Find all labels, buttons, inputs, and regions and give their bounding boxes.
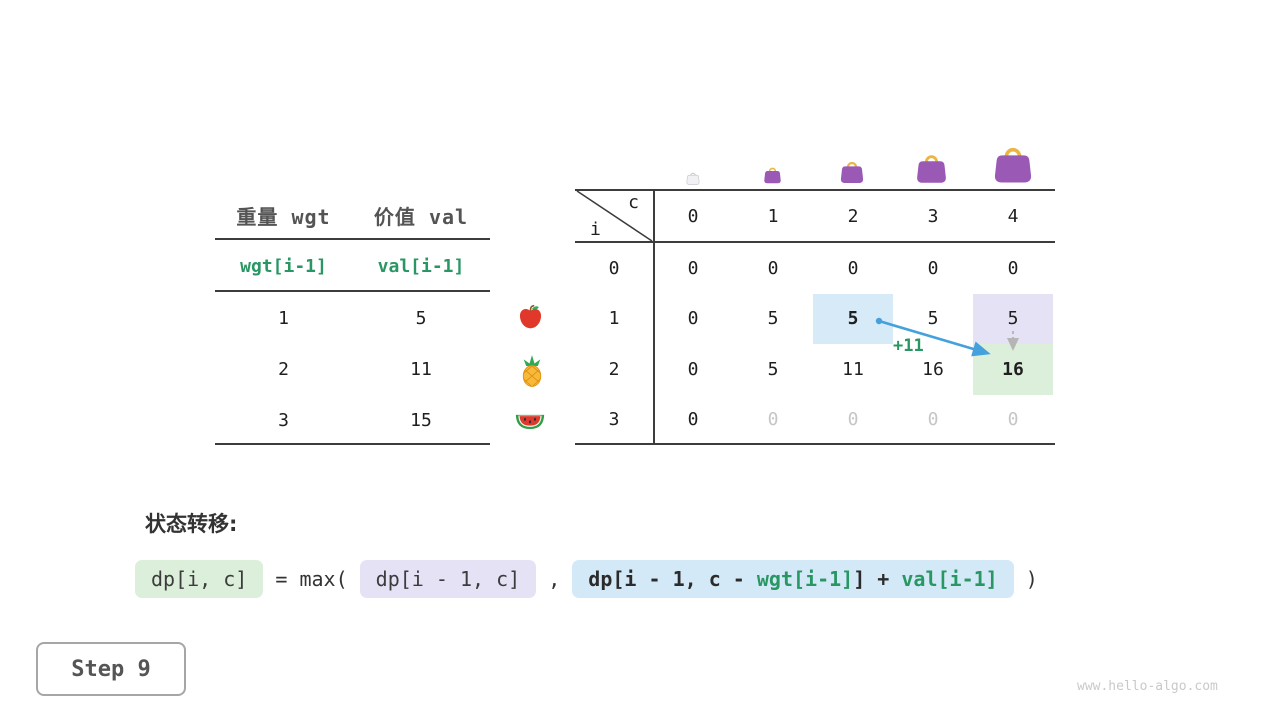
dp-header-line — [575, 241, 1055, 243]
formula-arg2-wgt: wgt[i-1] — [756, 567, 854, 591]
dp-corner-row-var: i — [590, 219, 601, 240]
dp-cell-0-4: 0 — [1007, 257, 1019, 279]
items-bottom-divider — [215, 443, 490, 445]
items-index-divider — [215, 290, 490, 292]
item-1-val: 5 — [415, 307, 427, 329]
dp-col-header-2: 2 — [847, 205, 859, 227]
formula-arg2-val: val[i-1] — [901, 567, 998, 591]
dp-cell-0-3: 0 — [927, 257, 939, 279]
dp-corner-col-var: c — [628, 192, 639, 213]
bag-xlarge-icon — [994, 147, 1032, 183]
dp-cell-1-1: 5 — [767, 308, 779, 330]
state-transition-formula: dp[i, c] = max( dp[i - 1, c] , dp[i - 1,… — [135, 560, 1038, 598]
formula-lhs: dp[i, c] — [135, 560, 264, 598]
watermelon-icon — [515, 414, 545, 429]
dp-top-line — [575, 189, 1055, 191]
items-header-divider — [215, 238, 490, 240]
dp-col-header-3: 3 — [927, 205, 939, 227]
dp-cell-2-1: 5 — [767, 358, 779, 380]
dp-cell-2-4: 16 — [973, 344, 1053, 395]
item-2-wgt: 2 — [278, 359, 289, 380]
dp-table: 0 0 0 0 0 0 5 5 5 5 0 5 11 16 16 0 0 0 0… — [653, 243, 1053, 445]
dp-cell-0-0: 0 — [687, 257, 699, 279]
pineapple-icon — [522, 355, 542, 387]
formula-comma: , — [536, 567, 573, 591]
watermark: www.hello-algo.com — [1077, 679, 1218, 694]
transition-value-annotation: +11 — [893, 336, 924, 356]
dp-cell-3-3: 0 — [927, 409, 939, 431]
dp-col-header-0: 0 — [687, 205, 699, 227]
dp-corner-cell: c i — [575, 190, 654, 242]
dp-row-header-1: 1 — [608, 308, 620, 330]
dp-column-headers: 0 1 2 3 4 — [653, 190, 1053, 242]
dp-row-headers: 0 1 2 3 — [575, 243, 653, 445]
formula-label: 状态转移: — [145, 512, 238, 536]
dp-cell-1-2: 5 — [813, 293, 893, 344]
dp-cell-2-2: 11 — [842, 358, 864, 380]
formula-close: ) — [1013, 567, 1038, 591]
bag-tiny-icon — [686, 172, 700, 185]
bag-large-icon — [917, 155, 946, 183]
dp-cell-1-3: 5 — [927, 308, 939, 330]
item-2-val: 11 — [410, 359, 432, 380]
dp-cell-1-4: 5 — [973, 293, 1053, 344]
dp-cell-3-4: 0 — [1007, 409, 1019, 431]
formula-arg2-prefix: dp[i - 1, c - — [588, 567, 757, 591]
items-index-val: val[i-1] — [377, 255, 465, 277]
dp-cell-0-1: 0 — [767, 257, 779, 279]
formula-arg2-infix: ] + — [853, 567, 902, 591]
bag-small-icon — [764, 167, 781, 184]
formula-arg2: dp[i - 1, c - wgt[i-1]] + val[i-1] — [572, 560, 1014, 598]
dp-col-header-4: 4 — [1007, 205, 1019, 227]
dp-cell-0-2: 0 — [847, 257, 859, 279]
dp-vertical-line — [653, 189, 655, 445]
dp-cell-1-0: 0 — [687, 308, 699, 330]
formula-eq-max: = max( — [263, 567, 360, 591]
items-table: 重量 wgt 价值 val wgt[i-1] val[i-1] 1 5 2 11… — [215, 190, 490, 445]
dp-cell-3-0: 0 — [687, 409, 699, 431]
bag-medium-icon — [840, 161, 864, 184]
dp-cell-3-2: 0 — [847, 409, 859, 431]
dp-row-header-0: 0 — [608, 257, 620, 279]
apple-icon — [519, 304, 542, 329]
formula-arg1: dp[i - 1, c] — [359, 560, 537, 598]
dp-row-header-2: 2 — [608, 358, 620, 380]
item-3-wgt: 3 — [278, 409, 289, 431]
dp-bottom-line — [575, 443, 1055, 445]
dp-col-header-1: 1 — [767, 205, 779, 227]
item-3-val: 15 — [410, 409, 432, 431]
items-index-wgt: wgt[i-1] — [240, 255, 327, 277]
dp-row-header-3: 3 — [608, 409, 620, 431]
dp-cell-2-3: 16 — [922, 358, 944, 380]
dp-cell-2-0: 0 — [687, 358, 699, 380]
step-indicator-button[interactable]: Step 9 — [36, 642, 186, 696]
items-header-val: 价值 val — [373, 204, 469, 229]
item-1-wgt: 1 — [278, 307, 289, 329]
items-header-wgt: 重量 wgt — [236, 204, 331, 229]
dp-cell-3-1: 0 — [767, 409, 779, 431]
